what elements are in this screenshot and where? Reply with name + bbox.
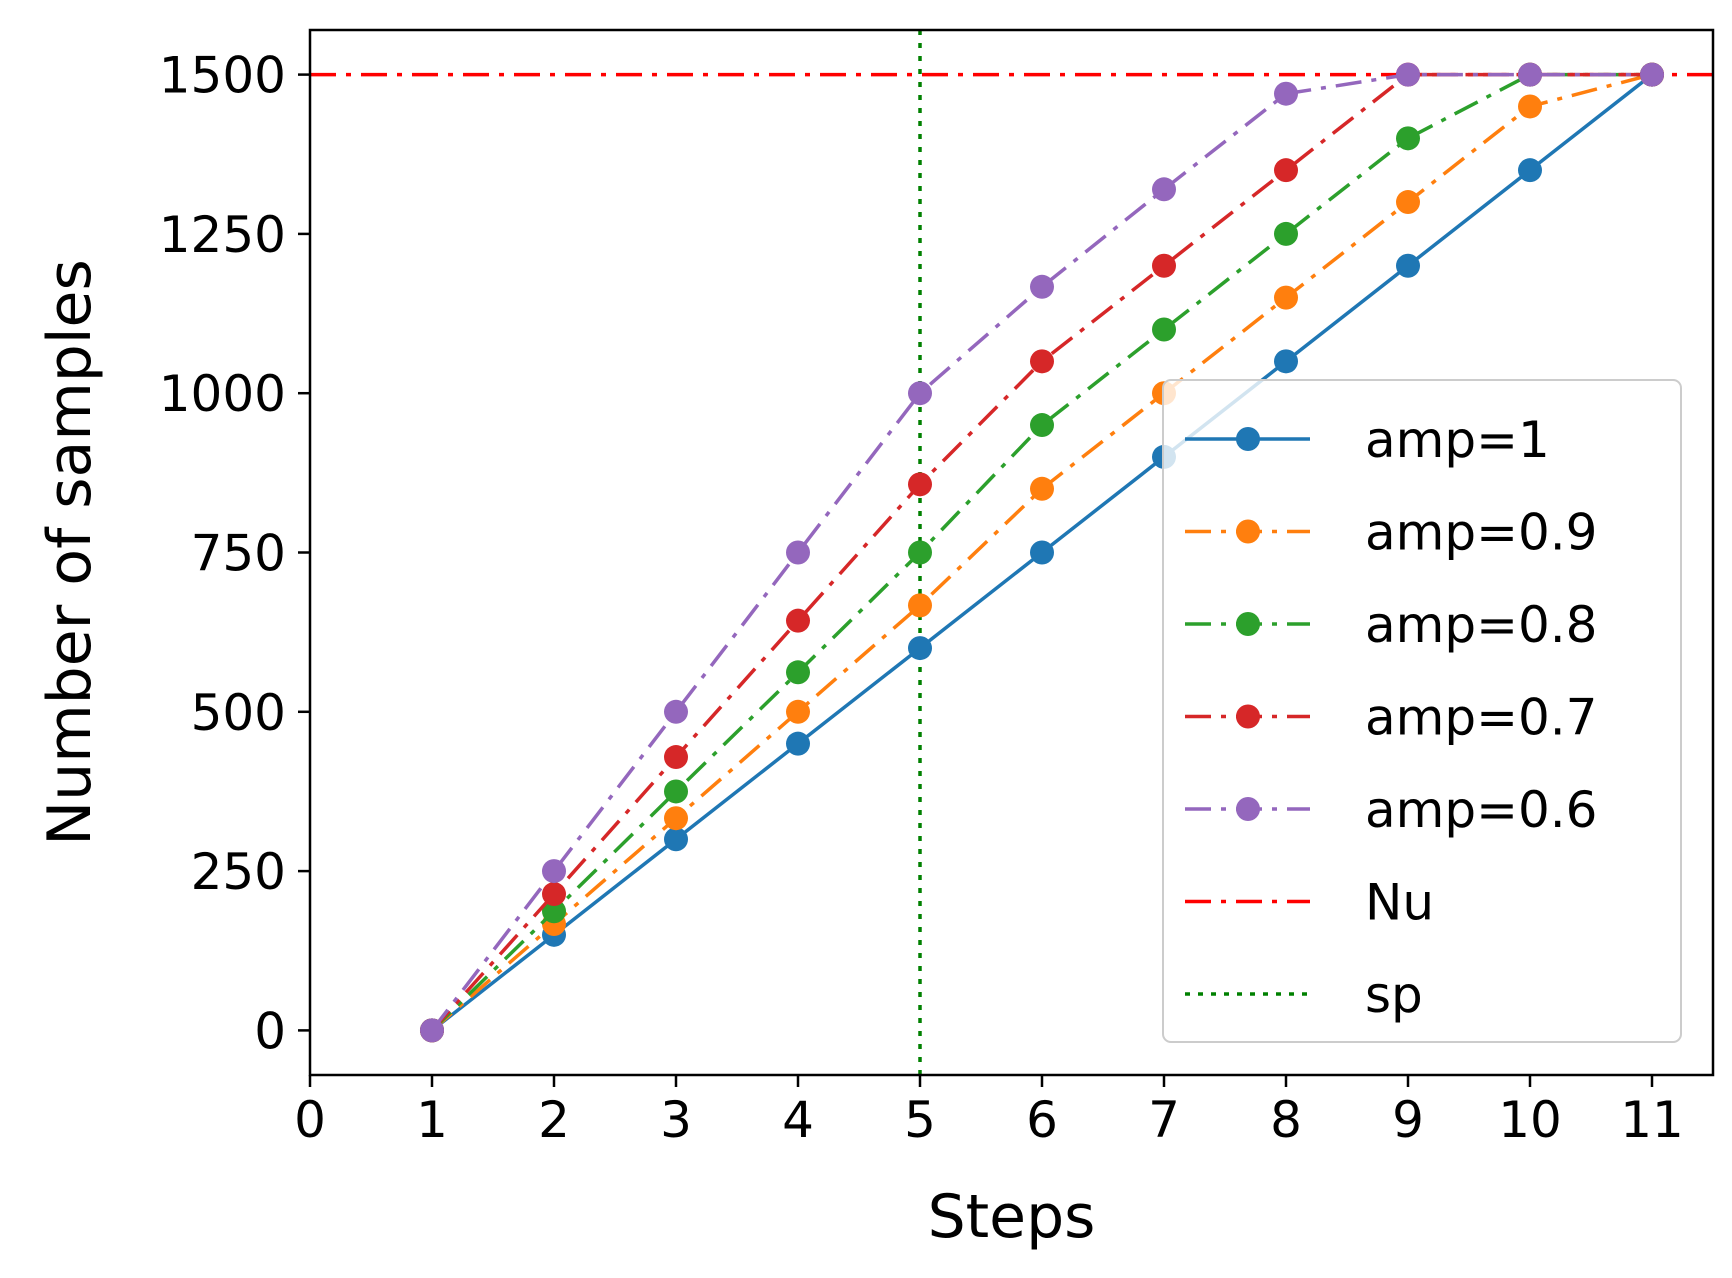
legend-item: Nu: [1185, 874, 1434, 932]
y-axis-ticks: 0 250 500 750 1000 1250 1500: [159, 47, 310, 1060]
legend-item: amp=0.7: [1185, 689, 1598, 747]
data-point: [664, 779, 688, 804]
data-point: [1396, 126, 1420, 151]
legend-item: amp=0.8: [1185, 596, 1598, 654]
y-axis-label: Number of samples: [35, 259, 105, 845]
data-point: [1274, 221, 1298, 246]
data-point: [1274, 285, 1298, 310]
y-tick-label: 250: [191, 843, 286, 901]
data-point: [1152, 317, 1176, 342]
legend-label: amp=0.7: [1365, 689, 1598, 747]
legend-marker: [1236, 519, 1260, 544]
data-point: [1518, 158, 1542, 183]
x-tick-label: 4: [782, 1091, 814, 1149]
data-point: [908, 472, 932, 497]
data-point: [908, 540, 932, 565]
data-point: [1152, 253, 1176, 278]
legend-item: amp=1: [1185, 411, 1550, 469]
x-tick-label: 1: [416, 1091, 448, 1149]
y-tick-label: 500: [191, 684, 286, 742]
legend-item: sp: [1185, 966, 1423, 1024]
data-point: [542, 882, 566, 907]
series-line: [430, 72, 1653, 1032]
y-tick-label: 1250: [159, 206, 286, 264]
data-point: [786, 731, 810, 756]
x-tick-label: 10: [1498, 1091, 1562, 1149]
legend-marker: [1236, 704, 1260, 729]
data-point: [908, 381, 932, 406]
y-tick-label: 0: [254, 1002, 286, 1060]
data-point: [786, 540, 810, 565]
x-tick-label: 11: [1620, 1091, 1684, 1149]
data-point: [786, 660, 810, 685]
data-point: [664, 745, 688, 770]
data-point: [908, 636, 932, 661]
data-point: [1030, 349, 1054, 374]
data-point: [542, 859, 566, 884]
data-point: [664, 827, 688, 852]
y-tick-label: 1000: [159, 365, 286, 423]
data-point: [664, 699, 688, 724]
legend-label: amp=1: [1365, 411, 1550, 469]
legend-marker: [1236, 427, 1260, 451]
legend-label: amp=0.8: [1365, 596, 1598, 654]
x-tick-label: 3: [660, 1091, 692, 1149]
legend-label: Nu: [1365, 874, 1434, 932]
legend-marker: [1236, 612, 1260, 636]
series-line: [430, 72, 1652, 1032]
data-point: [542, 899, 566, 924]
y-tick-label: 1500: [159, 47, 286, 105]
legend-marker: [1236, 797, 1260, 821]
series-5: [420, 62, 1664, 1043]
x-tick-label: 7: [1148, 1091, 1180, 1149]
x-tick-label: 6: [1026, 1091, 1058, 1149]
data-point: [908, 593, 932, 618]
legend-label: sp: [1365, 966, 1423, 1024]
data-point: [1274, 349, 1298, 374]
x-tick-label: 2: [538, 1091, 570, 1149]
data-point: [420, 1018, 444, 1043]
x-tick-label: 8: [1270, 1091, 1302, 1149]
data-point: [1396, 62, 1420, 87]
legend: amp=1 amp=0.9 amp=0.8 amp=0.7 amp=0.6 Nu sp: [1162, 379, 1682, 1043]
data-point: [1518, 62, 1542, 87]
x-axis-ticks: 0 1 2 3 4 5 6 7 8 9 10 11: [294, 1075, 1684, 1149]
legend-label: amp=0.9: [1365, 504, 1598, 562]
data-point: [1274, 158, 1298, 183]
data-point: [1640, 62, 1664, 87]
data-point: [786, 699, 810, 724]
x-axis-label: Steps: [928, 1182, 1096, 1252]
legend-item: amp=0.9: [1185, 504, 1598, 562]
data-point: [1274, 81, 1298, 106]
data-point: [1030, 274, 1054, 299]
data-point: [1030, 413, 1054, 438]
legend-label: amp=0.6: [1365, 781, 1598, 839]
data-point: [1152, 177, 1176, 202]
y-tick-label: 750: [191, 525, 286, 583]
data-point: [1030, 476, 1054, 501]
x-tick-label: 9: [1392, 1091, 1424, 1149]
data-point: [1396, 190, 1420, 215]
legend-box: [1162, 379, 1682, 1043]
data-point: [1030, 540, 1054, 565]
legend-item: amp=0.6: [1185, 781, 1598, 839]
x-tick-label: 5: [904, 1091, 936, 1149]
x-tick-label: 0: [294, 1091, 326, 1149]
data-point: [1396, 253, 1420, 278]
data-point: [664, 806, 688, 831]
data-point: [786, 608, 810, 633]
data-point: [1518, 94, 1542, 119]
